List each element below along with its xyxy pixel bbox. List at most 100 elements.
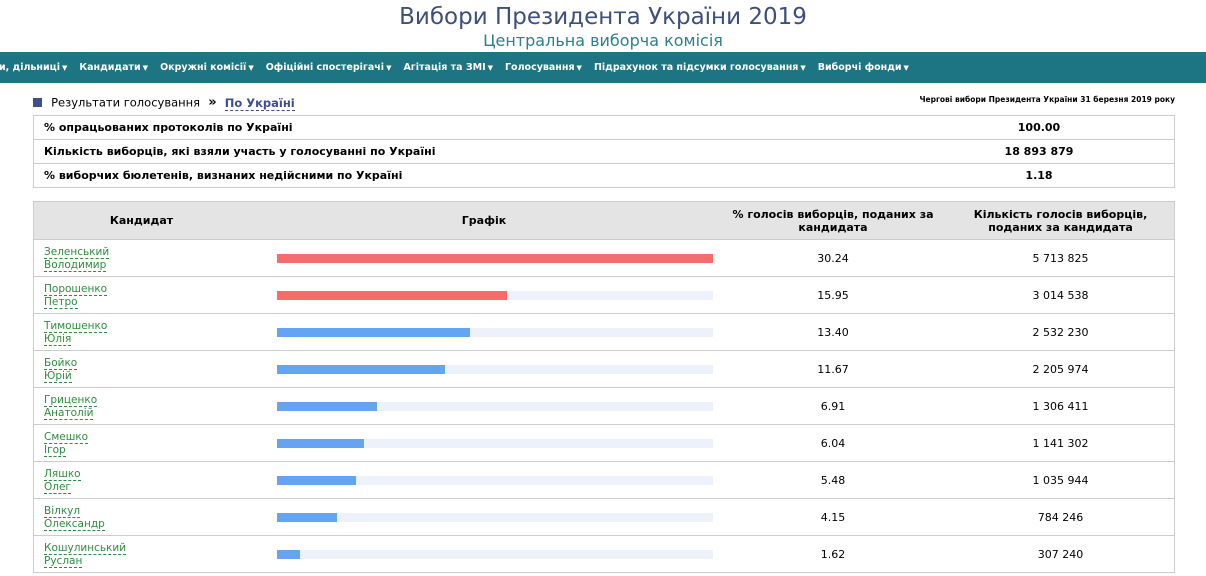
caret-down-icon: ▼ — [903, 64, 909, 72]
nav-item[interactable]: Офіційні спостерігачі ▼ — [266, 52, 392, 83]
vote-share-bar — [277, 253, 713, 263]
vote-count: 1 141 302 — [947, 424, 1175, 462]
candidate-row: Кошулинський Руслан 1.62 307 240 — [33, 535, 1175, 573]
graph-cell — [249, 424, 719, 462]
breadcrumb-separator: » — [208, 95, 217, 110]
candidate-row: Смешко Ігор 6.04 1 141 302 — [33, 424, 1175, 462]
vote-count: 1 306 411 — [947, 387, 1175, 425]
vote-share-bar — [277, 401, 377, 411]
bar-track — [277, 290, 713, 300]
vote-count: 3 014 538 — [947, 276, 1175, 314]
nav-item[interactable]: Окружні комісії ▼ — [160, 52, 254, 83]
header-candidate: Кандидат — [33, 201, 249, 240]
nav-item-label: Підрахунок та підсумки голосування — [593, 62, 799, 73]
candidate-name-cell: Кошулинський Руслан — [33, 535, 249, 573]
candidate-last-name-link[interactable]: Вілкул — [44, 505, 81, 518]
vote-percent: 1.62 — [719, 535, 947, 573]
vote-percent: 15.95 — [719, 276, 947, 314]
breadcrumb: Результати голосування » По Україні Черг… — [33, 92, 1175, 111]
nav-item[interactable]: Виборчі фонди ▼ — [818, 52, 909, 83]
vote-count: 784 246 — [947, 498, 1175, 536]
candidate-first-name-link[interactable]: Анатолій — [44, 407, 94, 420]
candidate-first-name-link[interactable]: Володимир — [44, 259, 107, 272]
vote-percent: 5.48 — [719, 461, 947, 499]
candidate-first-name-link[interactable]: Руслан — [44, 555, 83, 568]
vote-count: 5 713 825 — [947, 239, 1175, 277]
nav-item-label: Кандидати — [79, 62, 141, 73]
candidate-last-name-link[interactable]: Порошенко — [44, 283, 108, 296]
candidate-name-cell: Гриценко Анатолій — [33, 387, 249, 425]
bar-track — [277, 512, 713, 522]
vote-share-bar — [277, 327, 471, 337]
candidate-last-name-link[interactable]: Зеленський — [44, 246, 110, 259]
nav-item-label: Агітація та ЗМІ — [403, 62, 486, 73]
summary-label: Кількість виборців, які взяли участь у г… — [33, 139, 904, 164]
summary-row: Кількість виборців, які взяли участь у г… — [33, 139, 1175, 164]
candidate-name-cell: Зеленський Володимир — [33, 239, 249, 277]
candidate-first-name-link[interactable]: Ігор — [44, 444, 66, 457]
nav-item[interactable]: Голосування ▼ — [505, 52, 582, 83]
bar-track — [277, 327, 713, 337]
election-name: Чергові вибори Президента України 31 бер… — [919, 95, 1175, 104]
candidate-row: Бойко Юрій 11.67 2 205 974 — [33, 350, 1175, 388]
vote-count: 2 205 974 — [947, 350, 1175, 388]
summary-label: % опрацьованих протоколів по Україні — [33, 115, 904, 140]
results-header-row: Кандидат Графік % голосів виборців, пода… — [33, 201, 1175, 240]
bar-track — [277, 253, 713, 263]
candidate-row: Тимошенко Юлія 13.40 2 532 230 — [33, 313, 1175, 351]
candidate-last-name-link[interactable]: Кошулинський — [44, 542, 127, 555]
breadcrumb-link-ukraine[interactable]: По Україні — [224, 95, 295, 111]
bar-track — [277, 475, 713, 485]
candidate-last-name-link[interactable]: Тимошенко — [44, 320, 108, 333]
summary-value: 100.00 — [904, 115, 1175, 140]
vote-percent: 11.67 — [719, 350, 947, 388]
candidate-first-name-link[interactable]: Юрій — [44, 370, 72, 383]
candidate-last-name-link[interactable]: Гриценко — [44, 394, 98, 407]
candidate-first-name-link[interactable]: Олександр — [44, 518, 105, 531]
graph-cell — [249, 239, 719, 277]
bar-track — [277, 364, 713, 374]
candidate-last-name-link[interactable]: Ляшко — [44, 468, 81, 481]
vote-count: 2 532 230 — [947, 313, 1175, 351]
candidate-last-name-link[interactable]: Смешко — [44, 431, 89, 444]
graph-cell — [249, 535, 719, 573]
candidate-first-name-link[interactable]: Юлія — [44, 333, 72, 346]
vote-share-bar — [277, 512, 337, 522]
summary-row: % опрацьованих протоколів по Україні 100.… — [33, 115, 1175, 140]
vote-share-bar — [277, 364, 446, 374]
candidate-name-cell: Тимошенко Юлія — [33, 313, 249, 351]
nav-item-label: Окружні комісії — [160, 62, 247, 73]
breadcrumb-label: Результати голосування — [51, 95, 201, 110]
summary-value: 18 893 879 — [904, 139, 1175, 164]
main-navbar: ги, дільниці ▼ Кандидати ▼ Окружні комісії ▼ О… — [0, 52, 1206, 83]
nav-item[interactable]: Кандидати ▼ — [79, 52, 148, 83]
vote-percent: 30.24 — [719, 239, 947, 277]
candidate-name-cell: Смешко Ігор — [33, 424, 249, 462]
nav-item[interactable]: ги, дільниці ▼ — [0, 52, 67, 83]
candidate-name-cell: Бойко Юрій — [33, 350, 249, 388]
caret-down-icon: ▼ — [487, 64, 493, 72]
vote-share-bar — [277, 438, 365, 448]
bar-track — [277, 438, 713, 448]
candidate-row: Порошенко Петро 15.95 3 014 538 — [33, 276, 1175, 314]
graph-cell — [249, 276, 719, 314]
nav-item[interactable]: Агітація та ЗМІ ▼ — [403, 52, 493, 83]
graph-cell — [249, 498, 719, 536]
caret-down-icon: ▼ — [248, 64, 254, 72]
bullet-square-icon — [33, 98, 42, 107]
candidate-first-name-link[interactable]: Петро — [44, 296, 78, 309]
summary-row: % виборчих бюлетенів, визнаних недійсним… — [33, 163, 1175, 188]
vote-percent: 13.40 — [719, 313, 947, 351]
vote-share-bar — [277, 290, 507, 300]
header-pct: % голосів виборців, поданих за кандидата — [719, 201, 947, 240]
nav-item[interactable]: Підрахунок та підсумки голосування ▼ — [594, 52, 806, 83]
candidate-last-name-link[interactable]: Бойко — [44, 357, 78, 370]
page-title: Вибори Президента України 2019 — [399, 4, 807, 30]
candidate-first-name-link[interactable]: Олег — [44, 481, 71, 494]
graph-cell — [249, 313, 719, 351]
vote-share-bar — [277, 475, 356, 485]
vote-count: 1 035 944 — [947, 461, 1175, 499]
summary-value: 1.18 — [904, 163, 1175, 188]
vote-percent: 6.91 — [719, 387, 947, 425]
page-subtitle: Центральна виборча комісія — [483, 31, 723, 50]
